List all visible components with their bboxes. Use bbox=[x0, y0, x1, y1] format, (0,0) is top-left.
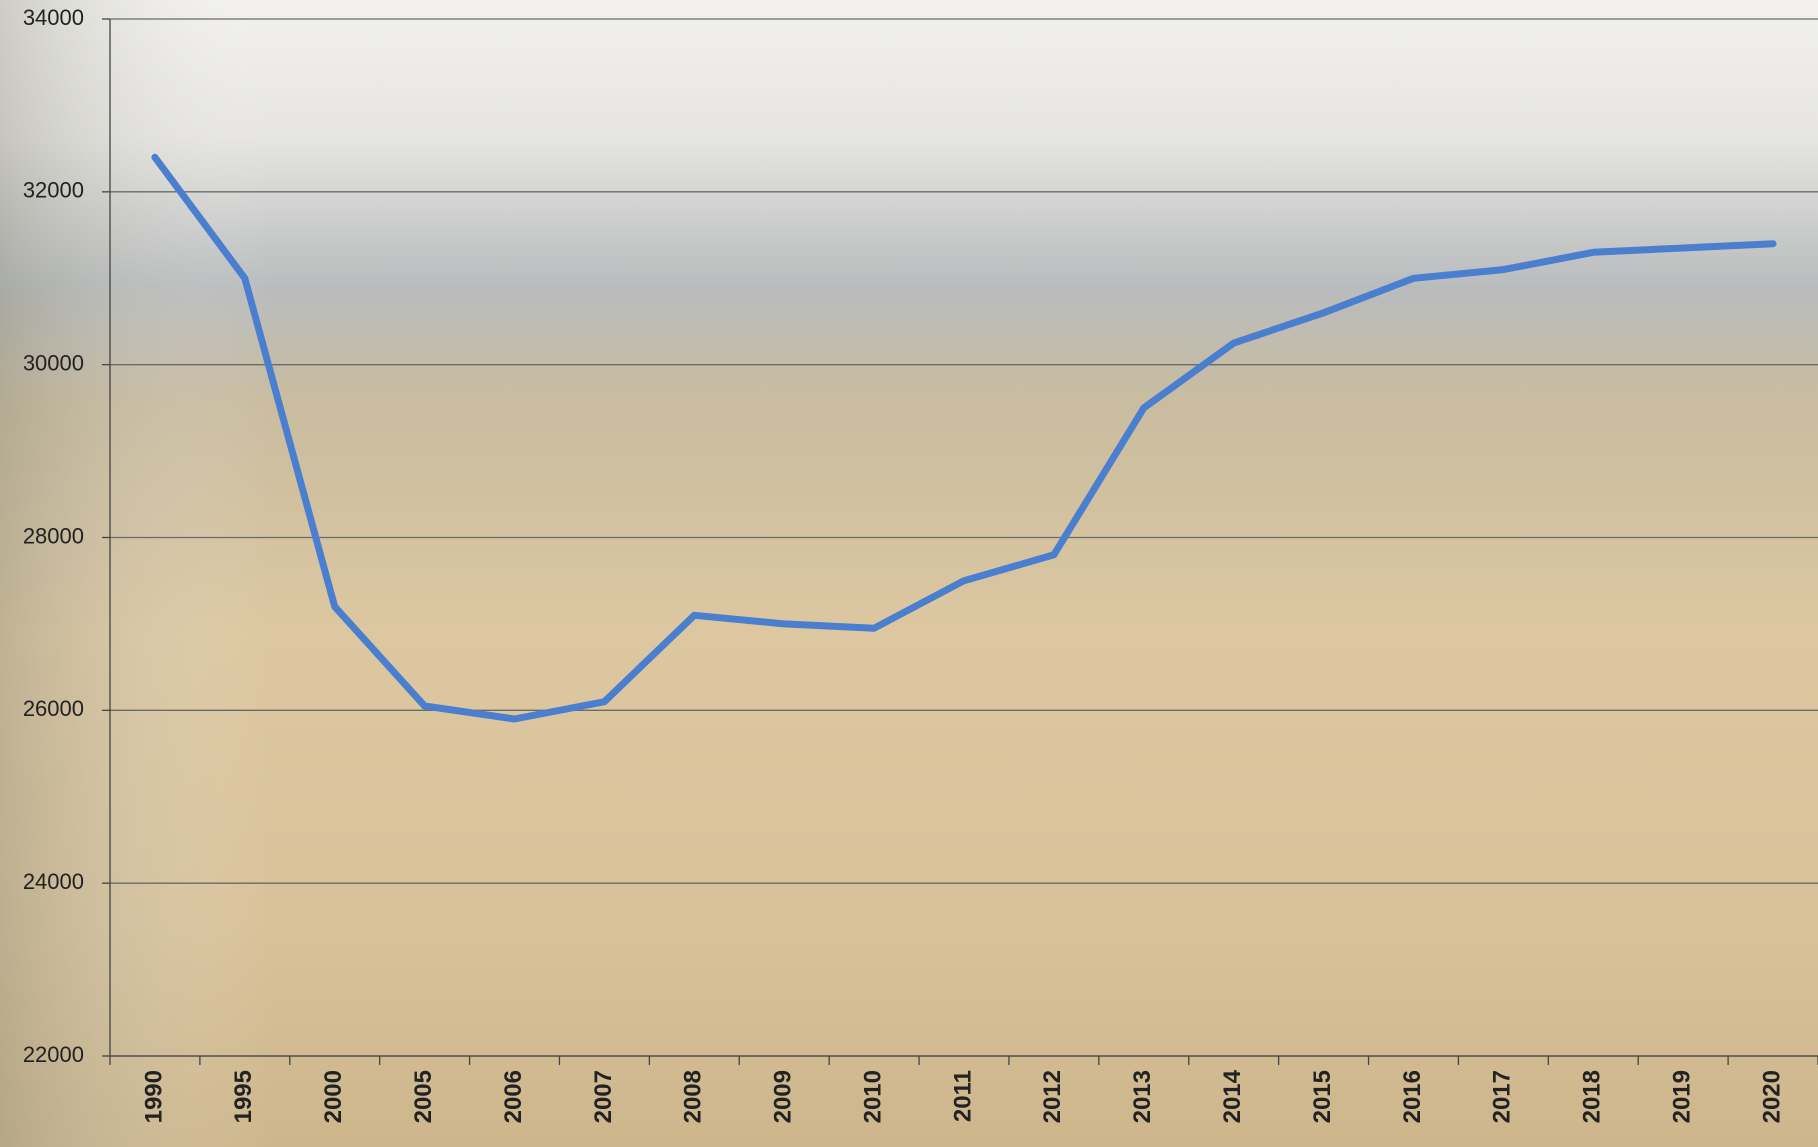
plot: 22000 24000 26000 28000 30000 32000 34000 1990 1… bbox=[23, 5, 1818, 1123]
y-tick-label: 28000 bbox=[23, 523, 84, 548]
y-tick-label: 22000 bbox=[23, 1042, 84, 1067]
x-tick-label: 2020 bbox=[1758, 1070, 1785, 1123]
x-tick-label: 2016 bbox=[1399, 1070, 1426, 1123]
x-tick-label: 2014 bbox=[1219, 1069, 1246, 1123]
x-tick-label: 2015 bbox=[1309, 1070, 1336, 1123]
y-tick-label: 30000 bbox=[23, 350, 84, 375]
x-tick-label: 2006 bbox=[500, 1070, 527, 1123]
x-tick-label: 2018 bbox=[1579, 1070, 1606, 1123]
y-tick-label: 34000 bbox=[23, 5, 84, 30]
x-tick-label: 2008 bbox=[680, 1070, 707, 1123]
data-line bbox=[151, 153, 1777, 723]
x-tick-label: 2009 bbox=[770, 1070, 797, 1123]
y-tick-label: 24000 bbox=[23, 869, 84, 894]
x-tick-label: 2007 bbox=[590, 1070, 617, 1123]
x-tick-label: 2019 bbox=[1669, 1070, 1696, 1123]
x-tick-label: 2010 bbox=[859, 1070, 886, 1123]
x-tick-label: 2011 bbox=[949, 1070, 976, 1122]
x-tick-label: 2013 bbox=[1129, 1070, 1156, 1123]
x-tick-label: 2000 bbox=[320, 1070, 347, 1123]
x-tick-label: 1995 bbox=[230, 1070, 257, 1123]
x-tick-label: 2005 bbox=[410, 1070, 437, 1123]
x-tick-label: 2012 bbox=[1039, 1070, 1066, 1123]
y-tick-label: 26000 bbox=[23, 696, 84, 721]
x-tick-label: 1990 bbox=[140, 1070, 167, 1123]
y-tick-label: 32000 bbox=[23, 178, 84, 203]
x-tick-label: 2017 bbox=[1489, 1070, 1516, 1123]
